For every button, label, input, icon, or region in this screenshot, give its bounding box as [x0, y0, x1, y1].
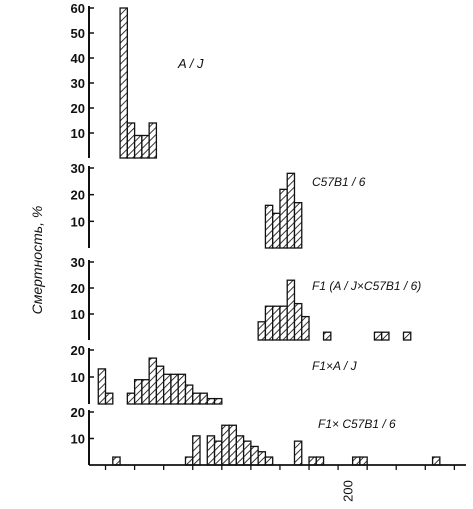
histogram-bar	[213, 440, 223, 466]
histogram-bar	[184, 456, 194, 466]
panel-4: 10 20 F1×A / J	[71, 343, 358, 405]
panel-5: 10 20 F1× C57B1 / 6	[71, 405, 441, 466]
histogram-bar	[133, 379, 143, 405]
y-tick-label: 40	[71, 51, 85, 66]
y-tick-label: 20	[71, 101, 85, 116]
panel-1: 10 20 30 40 50 60 A / J	[71, 1, 204, 159]
histogram-bar	[322, 331, 332, 341]
panel-label: F1 (A / J×C57B1 / 6)	[312, 279, 421, 293]
histogram-bar	[213, 397, 223, 405]
histogram-bar	[381, 331, 390, 341]
histogram-bar	[155, 365, 165, 405]
y-axis-title: Смертность, %	[29, 206, 45, 315]
histogram-bar	[286, 279, 296, 341]
y-tick-label: 20	[71, 343, 85, 358]
histogram-bar	[228, 424, 237, 466]
y-tick-label: 10	[71, 370, 85, 385]
histogram-bar	[257, 321, 267, 341]
histogram-bar	[351, 456, 361, 466]
y-tick-label: 30	[71, 76, 85, 91]
histogram-bar	[264, 456, 274, 466]
histogram-bar	[141, 379, 150, 405]
histogram-bar	[402, 331, 412, 341]
histogram-bar	[373, 331, 383, 341]
histogram-bar	[235, 435, 245, 466]
y-tick-label: 20	[71, 281, 85, 296]
histogram-bar	[264, 305, 274, 341]
histogram-bar	[126, 392, 136, 405]
panel-label: A / J	[177, 56, 204, 71]
panel-label: C57B1 / 6	[312, 175, 366, 189]
y-tick-label: 10	[71, 432, 85, 447]
histogram-bar	[104, 392, 114, 405]
histogram-bar	[126, 122, 136, 159]
histogram-bar	[206, 435, 216, 466]
histogram-bar	[242, 440, 252, 466]
panel-label: F1×A / J	[312, 359, 358, 373]
histogram-bar	[112, 456, 121, 466]
histogram-bar	[431, 456, 441, 466]
histogram-bar	[97, 368, 107, 405]
histogram-bar	[206, 397, 216, 405]
y-tick-label: 10	[71, 126, 85, 141]
histogram-bar	[250, 445, 259, 466]
histogram-bar	[293, 202, 303, 249]
histogram-bar	[170, 373, 179, 405]
y-tick-label: 20	[71, 188, 85, 203]
panel-3: 10 20 30 F1 (A / J×C57B1 / 6)	[71, 255, 421, 341]
y-tick-label: 10	[71, 214, 85, 229]
histogram-bar	[308, 456, 317, 466]
histogram-bar	[293, 440, 303, 466]
histogram-bar	[148, 357, 158, 405]
histogram-bar	[192, 392, 201, 405]
y-tick-label: 30	[71, 161, 85, 176]
histogram-bar	[119, 7, 128, 159]
panel-label: F1× C57B1 / 6	[318, 417, 396, 431]
histogram-bar	[184, 384, 194, 405]
histogram-bar	[272, 212, 281, 249]
histogram-bar	[141, 134, 150, 159]
histogram-bar	[192, 435, 201, 466]
histogram-bar	[177, 373, 187, 405]
histogram-bar	[257, 451, 267, 466]
histogram-bar	[163, 373, 172, 405]
y-tick-label: 30	[71, 255, 85, 270]
histogram-bar	[286, 172, 296, 249]
histogram-bar	[293, 302, 303, 341]
histogram-bar	[221, 424, 230, 466]
y-tick-label: 20	[71, 405, 85, 420]
panels-layer: 10 20 30 40 50 60 A / J 10 20 30 C57B1 / 6 10 20 30 F1…	[71, 1, 441, 466]
y-axis-title-wrap: Смертность, %	[22, 180, 62, 340]
histogram-bar	[301, 315, 310, 341]
histogram-bar	[315, 456, 325, 466]
histogram-bar	[148, 122, 158, 159]
x-axis: 200	[89, 464, 466, 502]
histogram-bar	[279, 188, 288, 249]
y-tick-label: 10	[71, 307, 85, 322]
histogram-bar	[272, 305, 281, 341]
histogram-bar	[279, 305, 288, 341]
histogram-bar	[264, 204, 274, 249]
histogram-bar	[359, 456, 368, 466]
histogram-bar	[133, 134, 143, 159]
y-tick-label: 60	[71, 1, 85, 16]
panel-2: 10 20 30 C57B1 / 6	[71, 161, 366, 249]
x-tick-label: 200	[341, 480, 356, 502]
histogram-bar	[199, 392, 208, 405]
y-tick-label: 50	[71, 26, 85, 41]
